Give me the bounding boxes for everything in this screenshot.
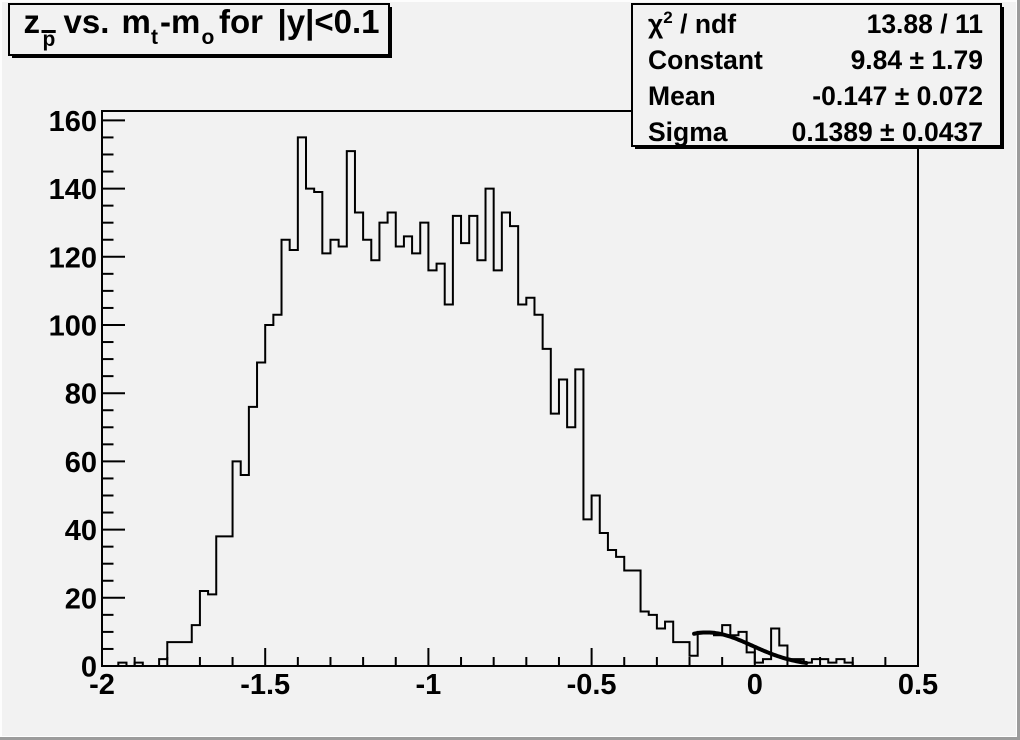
- svg-text:-0.5: -0.5: [567, 669, 617, 701]
- svg-text:140: 140: [49, 174, 97, 206]
- svg-text:0.1389 ± 0.0437: 0.1389 ± 0.0437: [792, 117, 983, 147]
- svg-text:-1.5: -1.5: [240, 669, 290, 701]
- svg-text:Mean: Mean: [648, 81, 716, 111]
- svg-text:|y|<0.1: |y|<0.1: [278, 3, 380, 40]
- svg-text:80: 80: [65, 379, 97, 411]
- svg-text:0: 0: [747, 669, 763, 701]
- svg-text:p: p: [43, 28, 56, 51]
- svg-text:160: 160: [49, 106, 97, 138]
- svg-text:40: 40: [65, 515, 97, 547]
- svg-text:0: 0: [81, 652, 97, 684]
- svg-text:100: 100: [49, 311, 97, 343]
- svg-text:120: 120: [49, 242, 97, 274]
- svg-text:9.84 ± 1.79: 9.84 ± 1.79: [851, 45, 983, 75]
- svg-text:vs.: vs.: [64, 3, 110, 40]
- svg-text:z: z: [24, 3, 41, 40]
- svg-text:-2: -2: [89, 669, 115, 701]
- svg-text:0.5: 0.5: [898, 669, 938, 701]
- svg-text:o: o: [202, 26, 215, 49]
- svg-text:m: m: [122, 3, 151, 40]
- svg-text:20: 20: [65, 583, 97, 615]
- svg-text:for: for: [219, 3, 263, 40]
- svg-text:-0.147 ± 0.072: -0.147 ± 0.072: [812, 81, 983, 111]
- svg-text:χ2 / ndf: χ2 / ndf: [648, 8, 736, 39]
- svg-text:Constant: Constant: [648, 45, 763, 75]
- svg-text:60: 60: [65, 447, 97, 479]
- svg-text:t: t: [151, 26, 158, 49]
- svg-text:13.88 / 11: 13.88 / 11: [867, 9, 983, 39]
- svg-text:Sigma: Sigma: [648, 117, 728, 147]
- svg-text:-m: -m: [160, 3, 200, 40]
- svg-text:-1: -1: [416, 669, 442, 701]
